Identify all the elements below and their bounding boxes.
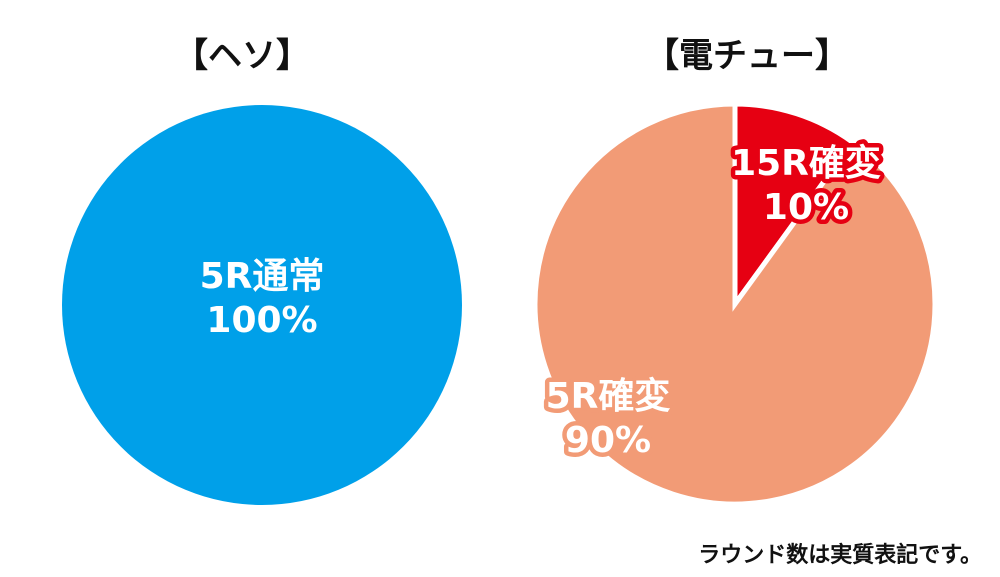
slice-label: 5R通常: [200, 256, 325, 297]
pie-slice: [532, 101, 938, 507]
pie-slice: [732, 101, 857, 312]
pie-slice: [62, 105, 462, 505]
slice-label: 5R確変: [546, 375, 671, 417]
chart-title: 【電チュー】: [645, 36, 849, 76]
slice-value-label: 90%: [565, 420, 651, 461]
slice-value-label: 100%: [206, 300, 317, 341]
chart-title: 【ヘソ】: [174, 36, 310, 76]
footnote: ラウンド数は実質表記です。: [698, 543, 982, 568]
slice-value-label: 10%: [763, 187, 849, 228]
slice-label: 15R確変: [731, 142, 881, 184]
